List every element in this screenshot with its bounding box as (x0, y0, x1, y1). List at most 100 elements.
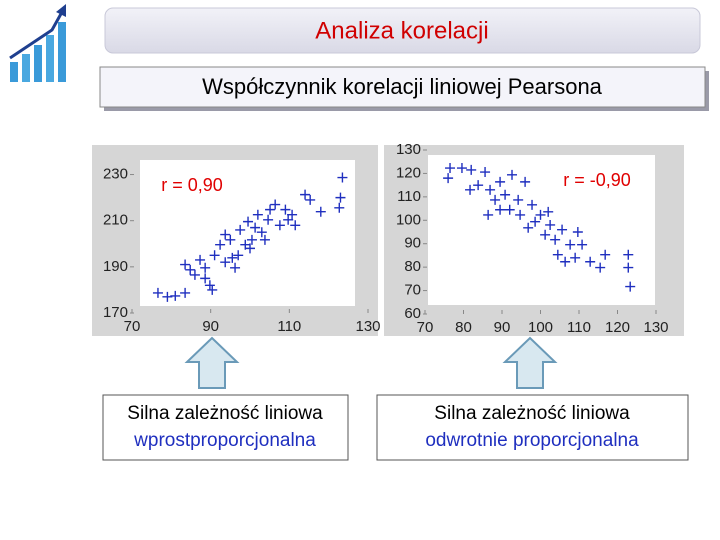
y-tick-label: 190 (103, 258, 128, 275)
y-tick-label: 80 (404, 258, 421, 275)
x-tick-label: 120 (605, 319, 630, 336)
point (334, 202, 345, 213)
point (180, 287, 191, 298)
point (585, 256, 596, 267)
point (456, 163, 467, 174)
point (466, 164, 477, 175)
point (625, 281, 636, 292)
caption-line: Silna zależność liniowa (434, 403, 630, 424)
point (227, 252, 238, 263)
arrow (184, 336, 240, 389)
point (570, 252, 581, 263)
point (209, 250, 220, 261)
point (243, 216, 254, 227)
point (623, 262, 634, 273)
point (220, 229, 231, 240)
x-tick-label: 100 (528, 319, 553, 336)
x-tick-label: 90 (202, 318, 219, 335)
charts: 70 90 110 130 170 190 210 230 r = 0,90 70 80 90 100 1… (103, 141, 669, 336)
point (246, 234, 257, 245)
arrow (502, 336, 558, 389)
point (490, 194, 501, 205)
point (600, 249, 611, 260)
point (565, 239, 576, 250)
point (520, 176, 531, 187)
point (527, 199, 538, 210)
slide-title: Analiza korelacji (315, 17, 488, 44)
point (162, 291, 173, 302)
point (572, 227, 583, 237)
point (495, 176, 506, 187)
point (552, 249, 563, 260)
point (245, 243, 255, 254)
point (225, 234, 236, 245)
y-tick-label: 130 (396, 141, 421, 158)
subtitle-box (99, 66, 706, 108)
point (200, 262, 211, 273)
annotation: r = -0,90 (563, 170, 631, 190)
y-tick-label: 170 (103, 304, 128, 321)
point (535, 209, 546, 220)
point (623, 249, 634, 260)
point (220, 257, 231, 268)
point (207, 284, 218, 295)
caption-box (376, 394, 689, 461)
x-tick-label: 130 (355, 318, 380, 335)
point (545, 219, 556, 230)
x-tick-label: 70 (417, 319, 434, 336)
point (515, 209, 526, 220)
x-tick-label: 110 (567, 319, 591, 336)
point (560, 256, 571, 267)
point (233, 250, 244, 261)
caption-line: wprostproporcjonalna (133, 430, 316, 451)
point (557, 224, 568, 235)
point (274, 220, 285, 231)
point (235, 224, 246, 235)
point (465, 184, 476, 195)
point (543, 206, 554, 217)
point (180, 259, 191, 270)
caption-box (102, 394, 349, 461)
point (215, 239, 226, 250)
point (595, 262, 606, 273)
point (337, 172, 348, 183)
point (540, 229, 551, 240)
plot-area (140, 160, 355, 306)
point (315, 206, 326, 217)
plot-area (428, 155, 655, 305)
logo-icon (9, 4, 66, 82)
slide-subtitle: Współczynnik korelacji liniowej Pearsona (202, 74, 603, 99)
point (445, 163, 456, 174)
title-box (104, 7, 701, 54)
point (577, 239, 588, 250)
y-tick-label: 90 (404, 235, 421, 252)
point (550, 234, 561, 245)
point (305, 194, 316, 205)
y-tick-label: 70 (404, 282, 421, 299)
point (513, 194, 524, 205)
y-tick-label: 60 (404, 305, 421, 322)
point (263, 214, 274, 225)
y-tick-label: 210 (103, 212, 128, 229)
y-tick-label: 120 (396, 164, 421, 181)
point (195, 254, 206, 265)
point (200, 273, 211, 284)
point (270, 199, 281, 210)
point (283, 214, 294, 225)
point (480, 167, 491, 178)
point (443, 173, 454, 184)
point (290, 220, 301, 231)
point (500, 189, 511, 200)
y-tick-label: 230 (103, 166, 128, 183)
point (495, 204, 506, 215)
point (335, 192, 346, 203)
point (287, 209, 298, 220)
x-tick-label: 90 (494, 319, 511, 336)
point (530, 216, 541, 227)
point (259, 234, 270, 245)
point (152, 287, 163, 298)
y-tick-label: 110 (397, 188, 421, 205)
point (204, 280, 215, 291)
x-tick-label: 70 (124, 318, 141, 335)
point (483, 209, 494, 220)
